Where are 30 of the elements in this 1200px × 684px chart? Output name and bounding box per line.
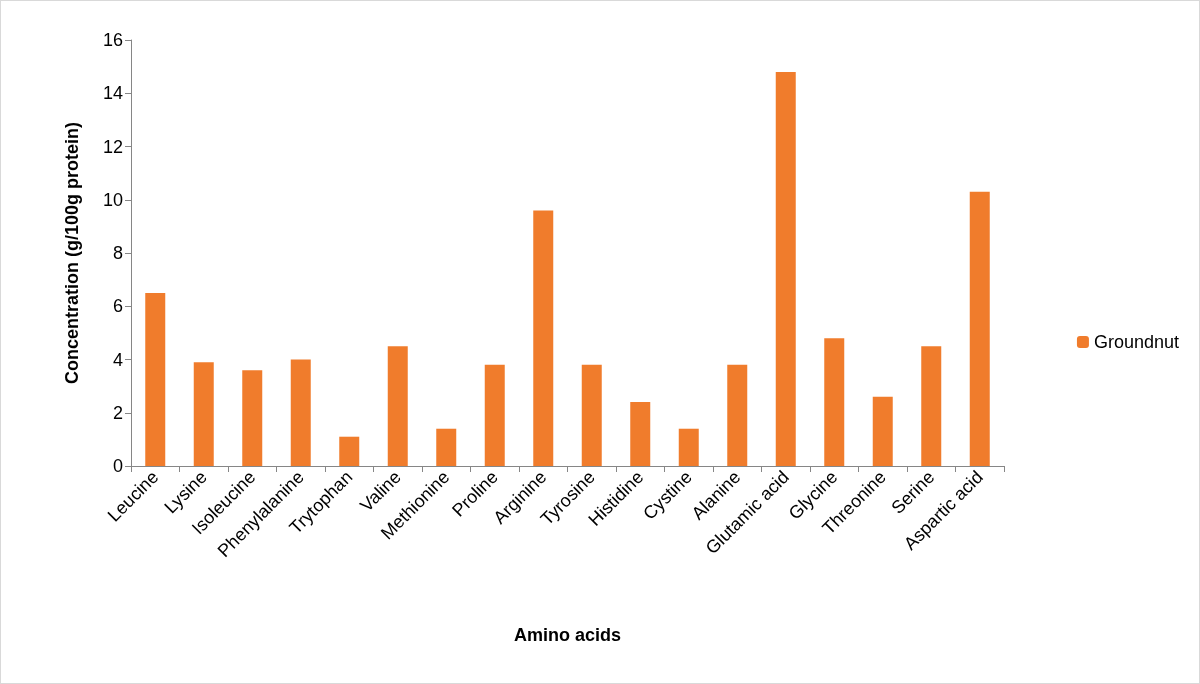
- bar: [193, 362, 214, 466]
- y-tick-label: 6: [112, 296, 123, 317]
- y-tick-label: 10: [102, 189, 123, 210]
- x-axis-title: Amino acids: [513, 625, 622, 645]
- y-tick-label: 8: [112, 243, 123, 263]
- bar: [775, 71, 796, 466]
- bar: [630, 402, 651, 466]
- bar: [824, 338, 845, 466]
- bar: [533, 210, 554, 466]
- y-tick-label: 12: [102, 136, 123, 157]
- bar: [145, 292, 166, 466]
- bar: [727, 364, 748, 466]
- y-tick-label: 14: [102, 83, 123, 104]
- y-axis-title: Concentration (g/100g protein): [62, 121, 82, 385]
- bar: [436, 428, 457, 466]
- bar: [242, 370, 263, 466]
- bar: [872, 396, 893, 466]
- bar: [678, 428, 699, 466]
- bar: [484, 364, 505, 466]
- bar: [921, 346, 942, 466]
- bar: [969, 191, 990, 466]
- bar: [581, 364, 602, 466]
- y-tick-label: 0: [112, 456, 123, 476]
- y-tick-label: 4: [112, 349, 123, 370]
- bar: [290, 359, 311, 466]
- y-tick-label: 16: [102, 30, 123, 50]
- legend-label: Groundnut: [1093, 332, 1179, 352]
- y-tick-label: 2: [112, 402, 123, 423]
- bar: [339, 436, 360, 466]
- bar: [387, 346, 408, 466]
